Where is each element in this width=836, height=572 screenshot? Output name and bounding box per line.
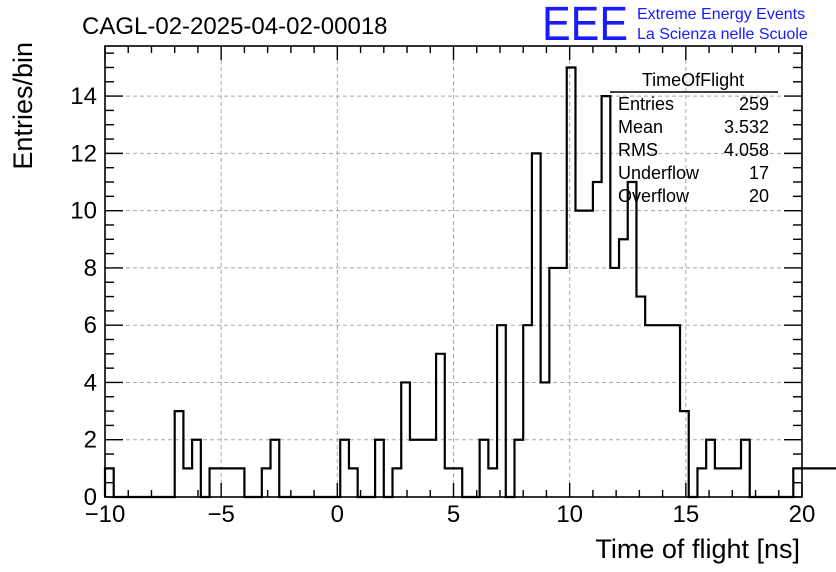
stats-label-entries: Entries xyxy=(618,94,674,114)
stats-value-underflow: 17 xyxy=(749,163,769,183)
y-tick-label: 12 xyxy=(70,140,97,167)
plot-frame xyxy=(104,45,803,498)
stats-title: TimeOfFlight xyxy=(642,70,744,90)
x-tick-label: 20 xyxy=(789,501,816,528)
stats-value-overflow: 20 xyxy=(749,186,769,206)
stats-label-rms: RMS xyxy=(618,140,658,160)
y-tick-label: 6 xyxy=(84,312,97,339)
stats-label-underflow: Underflow xyxy=(618,163,700,183)
brand-line-2: La Scienza nelle Scuole xyxy=(637,26,808,43)
y-tick-label: 10 xyxy=(70,198,97,225)
x-axis-label: Time of flight [ns] xyxy=(595,534,800,564)
y-tick-labels: 0 2 4 6 8 10 12 14 xyxy=(70,83,97,511)
ticks-layer xyxy=(104,46,803,498)
x-tick-labels: −10 −5 0 5 10 15 20 xyxy=(85,501,816,528)
x-tick-label: 5 xyxy=(447,501,460,528)
y-tick-label: 14 xyxy=(70,83,97,110)
x-tick-label: −10 xyxy=(85,501,126,528)
stats-value-rms: 4.058 xyxy=(724,140,769,160)
stats-box: TimeOfFlight Entries 259 Mean 3.532 RMS … xyxy=(610,70,778,206)
x-tick-label: −5 xyxy=(207,501,234,528)
histogram-outline xyxy=(103,66,836,499)
y-tick-label: 8 xyxy=(84,255,97,282)
y-tick-label: 4 xyxy=(84,369,97,396)
x-tick-label: 15 xyxy=(672,501,699,528)
eee-logo: EEE xyxy=(542,0,628,51)
brand-line-1: Extreme Energy Events xyxy=(637,6,805,23)
y-axis-label: Entries/bin xyxy=(8,42,38,170)
grid-layer xyxy=(105,46,802,497)
stats-label-overflow: Overflow xyxy=(618,186,690,206)
stats-label-mean: Mean xyxy=(618,117,663,137)
stats-value-entries: 259 xyxy=(739,94,769,114)
stats-value-mean: 3.532 xyxy=(724,117,769,137)
chart-title: CAGL-02-2025-04-02-00018 xyxy=(82,13,388,40)
y-tick-label: 2 xyxy=(84,427,97,454)
x-tick-label: 10 xyxy=(556,501,583,528)
y-tick-label: 0 xyxy=(84,484,97,511)
x-tick-label: 0 xyxy=(331,501,344,528)
